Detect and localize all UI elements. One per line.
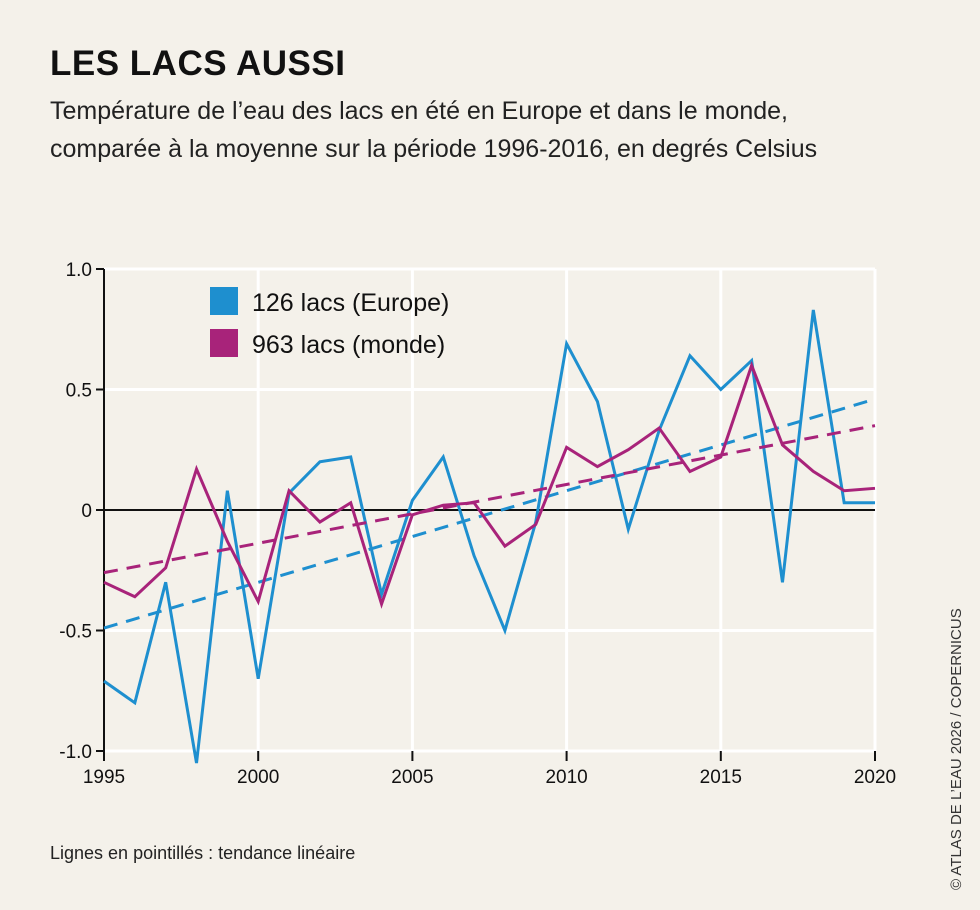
chart-title: LES LACS AUSSI [50,44,346,83]
source-credit: © ATLAS DE L’EAU 2026 / COPERNICUS [948,608,965,890]
legend-swatch [210,287,238,315]
x-tick-label: 2005 [391,767,433,788]
subtitle-line-1: Température de l’eau des lacs en été en … [50,97,788,125]
subtitle-line-2: comparée à la moyenne sur la période 199… [50,135,818,163]
legend-label: 963 lacs (monde) [252,331,445,359]
series-line-europe [103,309,875,764]
x-tick-label: 1995 [83,767,125,788]
x-tick-label: 2000 [237,767,279,788]
y-tick-label: 0 [81,501,92,522]
x-tick-label: 2015 [700,767,742,788]
x-tick-label: 2020 [854,767,896,788]
y-tick-label: -1.0 [59,742,92,763]
trend-line-world [103,424,876,575]
x-tick-label: 2010 [545,767,587,788]
chart-subtitle: Température de l’eau des lacs en été en … [50,92,817,168]
series-line-world [103,360,876,609]
y-tick-label: -0.5 [59,622,92,643]
legend-swatch [210,329,238,357]
y-tick-label: 0.5 [66,381,92,402]
y-tick-label: 1.0 [66,260,92,281]
trend-note: Lignes en pointillés : tendance linéaire [50,843,356,863]
trend-line-europe [103,397,876,630]
legend-label: 126 lacs (Europe) [252,289,449,317]
